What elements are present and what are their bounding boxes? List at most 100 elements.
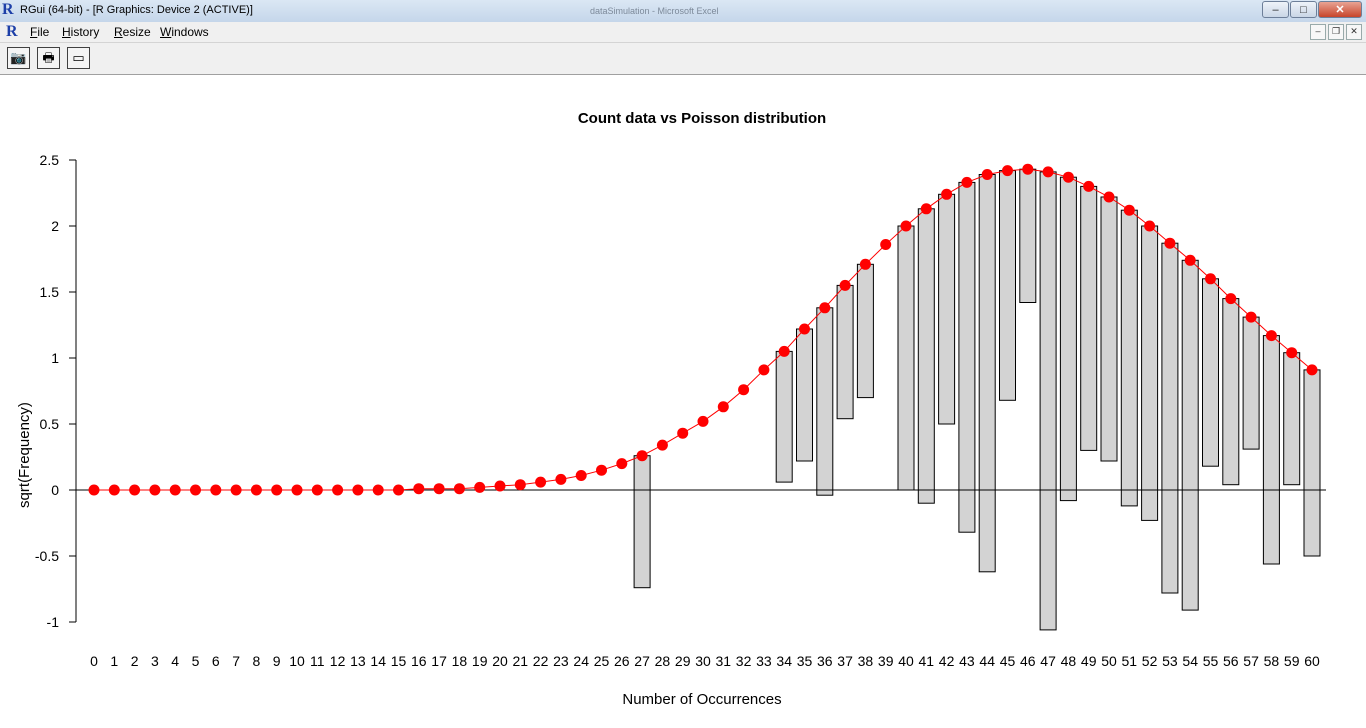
copy-to-clipboard-button[interactable]: 📷: [7, 47, 30, 69]
data-point: [656, 439, 668, 451]
x-tick-label: 21: [513, 653, 529, 669]
bar: [1222, 298, 1240, 486]
hanging-bars: [633, 168, 1321, 631]
menu-resize[interactable]: Resize: [114, 25, 151, 39]
menu-windows-mnemonic: W: [160, 25, 172, 39]
x-axis-label: Number of Occurrences: [622, 691, 781, 708]
data-point: [474, 481, 486, 493]
data-point: [717, 401, 729, 413]
bar: [856, 263, 874, 399]
data-point: [250, 484, 262, 496]
x-tick-label: 0: [90, 653, 98, 669]
window-icon: ▭: [72, 50, 85, 65]
x-tick-label: 7: [232, 653, 240, 669]
data-point: [1062, 171, 1074, 183]
toolbar: 📷 🖶 ▭: [0, 43, 1366, 75]
data-point: [291, 484, 303, 496]
y-axis: -1 -0.5 0 0.5 1 1.5 2 2.5: [35, 152, 77, 630]
data-point: [230, 484, 242, 496]
y-tick-label: -0.5: [35, 548, 59, 564]
x-tick-label: 17: [431, 653, 447, 669]
data-point: [636, 450, 648, 462]
data-point: [575, 470, 587, 481]
menu-file[interactable]: File: [30, 25, 49, 39]
poisson-points: [88, 163, 1318, 496]
x-tick-label: 51: [1122, 653, 1138, 669]
document-window-controls: – ❐ ✕: [1308, 24, 1362, 40]
bar: [633, 455, 651, 589]
x-tick-label: 47: [1040, 653, 1056, 669]
x-tick-labels: 0 1 2 3 4 5 6 7 8 9 10 11 12 13 14 15 16 17 18 19 20 21 22 23 24…: [90, 653, 1320, 669]
y-tick-label: 2: [51, 218, 59, 234]
rootogram-chart: Count data vs Poisson distribution Numbe…: [16, 110, 1326, 708]
menu-resize-label: esize: [122, 25, 151, 39]
bar: [1039, 171, 1057, 631]
data-point: [1306, 364, 1318, 376]
x-tick-label: 1: [110, 653, 118, 669]
menu-history-label: istory: [70, 25, 100, 39]
maximize-button[interactable]: □: [1290, 1, 1317, 18]
y-tick-label: 1.5: [40, 284, 60, 300]
document-restore-button[interactable]: ❐: [1328, 24, 1344, 40]
x-tick-label: 9: [273, 653, 281, 669]
data-point: [1144, 220, 1156, 232]
x-tick-label: 42: [939, 653, 955, 669]
data-point: [1184, 254, 1196, 266]
window-titlebar: R RGui (64-bit) - [R Graphics: Device 2 …: [0, 0, 1366, 23]
data-point: [819, 302, 831, 314]
bar: [1120, 209, 1138, 507]
x-tick-label: 35: [797, 653, 813, 669]
data-point: [799, 323, 810, 335]
x-tick-label: 28: [655, 653, 671, 669]
x-tick-label: 46: [1020, 653, 1036, 669]
x-tick-label: 56: [1223, 653, 1239, 669]
x-tick-label: 23: [553, 653, 569, 669]
console-button[interactable]: ▭: [67, 47, 90, 69]
menu-resize-mnemonic: R: [114, 25, 123, 39]
data-point: [677, 427, 689, 439]
y-tick-label: 1: [51, 350, 59, 366]
bar: [958, 181, 976, 533]
document-close-button[interactable]: ✕: [1346, 24, 1362, 40]
data-point: [413, 483, 425, 495]
data-point: [900, 220, 912, 232]
close-button[interactable]: ✕: [1318, 1, 1362, 18]
menu-history[interactable]: History: [62, 25, 99, 39]
bar: [1080, 185, 1098, 451]
data-point: [514, 479, 526, 491]
data-point: [494, 480, 506, 492]
x-tick-label: 32: [736, 653, 752, 669]
x-tick-label: 41: [919, 653, 935, 669]
data-point: [190, 484, 201, 496]
data-point: [108, 484, 120, 496]
data-point: [839, 279, 851, 291]
r-logo-icon[interactable]: R: [6, 23, 18, 40]
x-tick-label: 8: [253, 653, 261, 669]
bar: [1181, 259, 1199, 611]
data-point: [1225, 293, 1237, 305]
window-controls: – □ ✕: [1261, 1, 1362, 18]
x-tick-label: 58: [1264, 653, 1280, 669]
data-point: [941, 188, 953, 200]
camera-icon: 📷: [10, 50, 27, 65]
minimize-button[interactable]: –: [1262, 1, 1289, 18]
menu-windows[interactable]: Windows: [160, 25, 209, 39]
x-tick-label: 6: [212, 653, 220, 669]
document-minimize-button[interactable]: –: [1310, 24, 1326, 40]
bar: [1202, 278, 1219, 467]
x-tick-label: 43: [959, 653, 975, 669]
y-tick-label: 0.5: [40, 416, 60, 432]
menu-file-mnemonic: F: [30, 25, 38, 39]
data-point: [616, 458, 628, 470]
r-app-icon: R: [2, 1, 14, 18]
x-tick-label: 16: [411, 653, 427, 669]
x-tick-label: 52: [1142, 653, 1158, 669]
y-axis-label: sqrt(Frequency): [16, 402, 33, 508]
data-point: [1083, 180, 1095, 192]
print-button[interactable]: 🖶: [37, 47, 60, 69]
x-tick-label: 55: [1203, 653, 1219, 669]
x-tick-label: 31: [716, 653, 732, 669]
data-point: [859, 258, 871, 270]
x-tick-label: 18: [452, 653, 468, 669]
x-tick-label: 48: [1061, 653, 1077, 669]
